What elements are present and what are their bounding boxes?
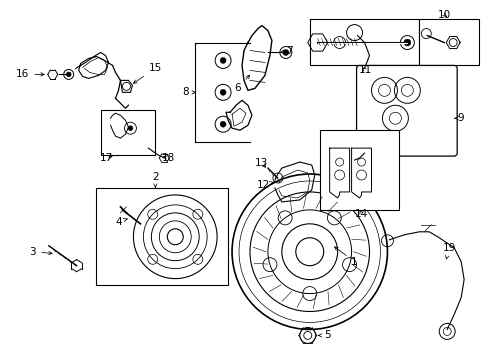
- Circle shape: [220, 89, 226, 95]
- Bar: [419, 19, 479, 66]
- Text: 13: 13: [255, 158, 269, 168]
- Bar: [319, 130, 399, 210]
- Text: 18: 18: [162, 153, 175, 163]
- Circle shape: [401, 84, 414, 96]
- Text: 14: 14: [355, 209, 368, 219]
- Text: 1: 1: [335, 247, 358, 267]
- Circle shape: [390, 112, 401, 124]
- Text: 3: 3: [29, 247, 52, 257]
- Text: 17: 17: [100, 153, 113, 163]
- Bar: [96, 188, 228, 285]
- Circle shape: [66, 72, 71, 77]
- Text: 16: 16: [16, 69, 44, 80]
- FancyBboxPatch shape: [357, 66, 457, 156]
- Circle shape: [378, 84, 391, 96]
- Text: 8: 8: [182, 87, 196, 97]
- Text: 15: 15: [133, 63, 162, 83]
- Circle shape: [128, 126, 133, 131]
- Text: 10: 10: [438, 10, 451, 20]
- Circle shape: [404, 39, 411, 46]
- Text: 12: 12: [257, 180, 273, 190]
- Bar: [310, 19, 419, 66]
- Text: 9: 9: [455, 113, 465, 123]
- Text: 7: 7: [281, 45, 293, 55]
- Text: 19: 19: [442, 243, 456, 259]
- Text: 4: 4: [115, 217, 127, 227]
- Text: 6: 6: [235, 75, 249, 93]
- Text: 11: 11: [359, 66, 372, 76]
- Bar: [100, 110, 155, 155]
- Text: 5: 5: [318, 330, 331, 341]
- Circle shape: [220, 121, 226, 127]
- Text: 2: 2: [152, 172, 159, 188]
- Circle shape: [283, 50, 289, 55]
- Circle shape: [220, 58, 226, 63]
